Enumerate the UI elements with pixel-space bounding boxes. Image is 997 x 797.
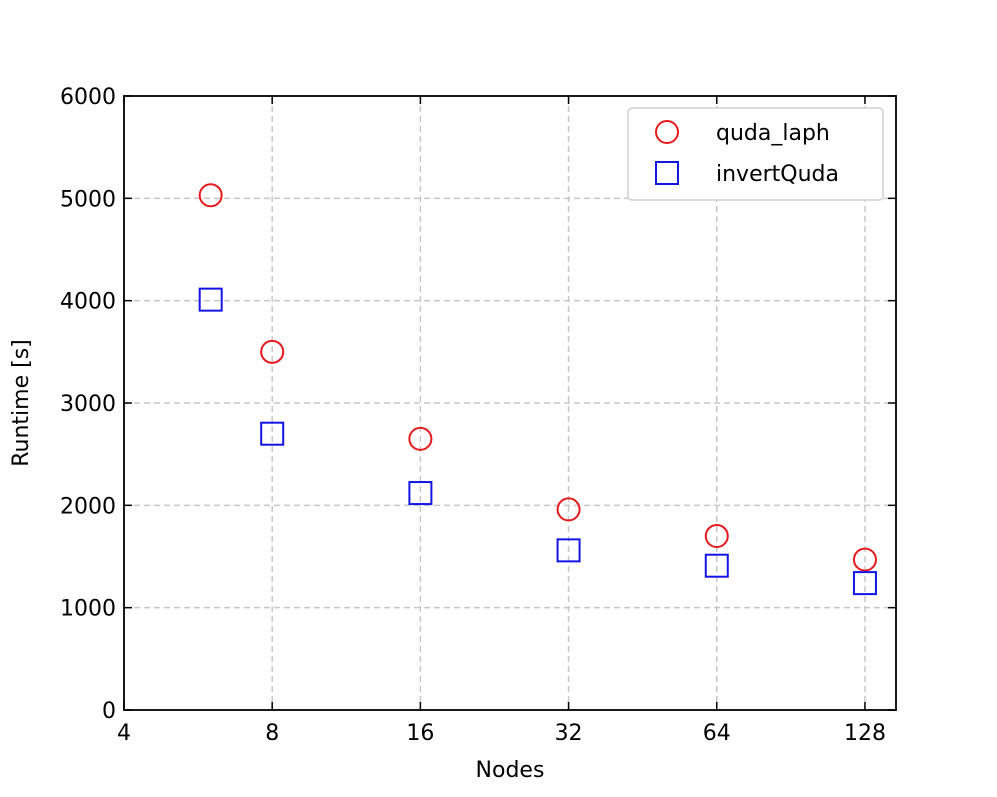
point-quda-laph <box>260 339 285 364</box>
x-tick-label: 64 <box>703 721 731 746</box>
point-invertquda <box>704 553 729 578</box>
y-tick-label: 0 <box>102 699 116 724</box>
point-invertquda <box>260 421 285 446</box>
ticks <box>123 95 896 711</box>
x-tick-label: 32 <box>555 721 583 746</box>
point-invertquda <box>408 481 433 506</box>
y-tick-label: 5000 <box>60 187 116 212</box>
legend-marker-quda-laph <box>655 120 679 144</box>
y-tick-label: 3000 <box>60 392 116 417</box>
legend-box <box>627 107 884 201</box>
point-quda-laph <box>852 547 877 572</box>
x-tick-label: 8 <box>265 721 279 746</box>
tick-labels: 4 8 16 32 64 128 0 1000 2000 3000 4000 5000 6000 <box>60 85 886 746</box>
y-tick-label: 4000 <box>60 290 116 315</box>
data-points <box>198 183 877 596</box>
point-quda-laph <box>556 497 581 522</box>
legend-label-quda-laph: quda_laph <box>716 121 830 146</box>
point-quda-laph <box>198 183 223 208</box>
point-quda-laph <box>704 524 729 549</box>
x-axis-label: Nodes <box>476 758 545 783</box>
point-quda-laph <box>408 426 433 451</box>
y-tick-label: 2000 <box>60 494 116 519</box>
x-tick-label: 4 <box>117 721 131 746</box>
legend-label-invertquda: invertQuda <box>716 162 839 187</box>
y-axis-label: Runtime [s] <box>9 339 34 467</box>
legend: quda_laph invertQuda <box>627 107 884 201</box>
legend-marker-invertquda <box>655 161 679 185</box>
y-tick-label: 6000 <box>60 85 116 110</box>
point-invertquda <box>556 538 581 563</box>
plot-frame <box>123 95 897 711</box>
point-invertquda <box>852 571 877 596</box>
x-tick-label: 128 <box>844 721 886 746</box>
point-invertquda <box>198 287 223 312</box>
x-tick-label: 16 <box>406 721 434 746</box>
y-tick-label: 1000 <box>60 597 116 622</box>
